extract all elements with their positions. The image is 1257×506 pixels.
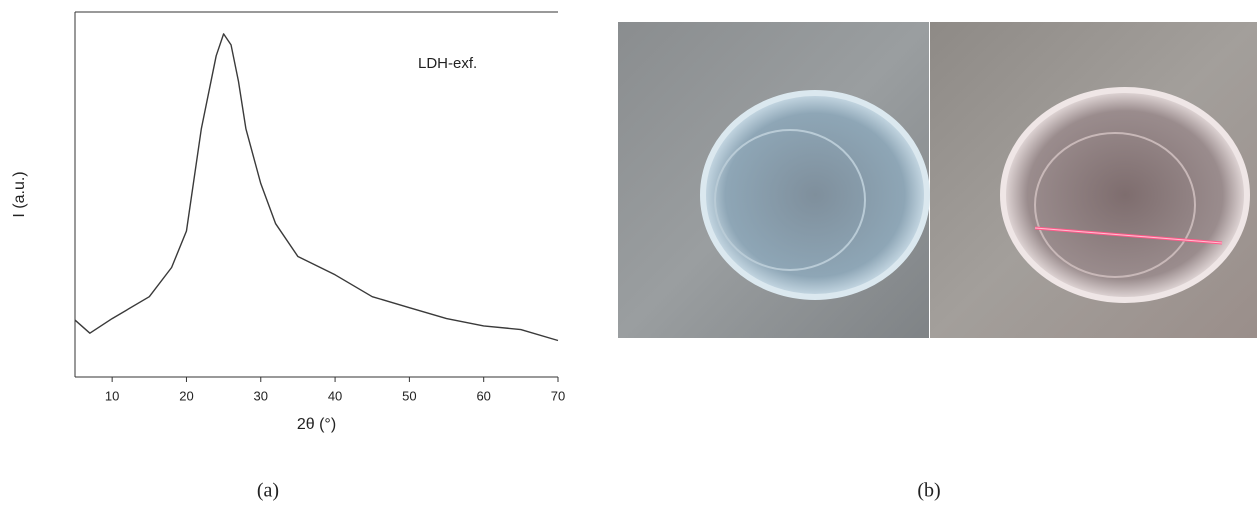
x-tick-label: 40 — [328, 388, 342, 403]
x-tick-label: 30 — [254, 388, 268, 403]
beaker — [1000, 87, 1250, 303]
x-tick-label: 70 — [551, 388, 565, 403]
beaker-inner — [1034, 132, 1196, 278]
series-label: LDH-exf. — [418, 55, 477, 72]
x-tick-label: 50 — [402, 388, 416, 403]
x-tick-label: 20 — [179, 388, 193, 403]
caption-b: (b) — [917, 480, 940, 502]
x-tick-label: 10 — [105, 388, 119, 403]
laser-beam-core — [1034, 227, 1223, 244]
caption-a: (a) — [257, 480, 279, 502]
beaker-inner — [714, 129, 866, 271]
y-axis-label: I (a.u.) — [11, 171, 28, 217]
x-tick-label: 60 — [476, 388, 490, 403]
beaker — [700, 90, 930, 300]
data-line — [74, 33, 559, 342]
x-axis-label: 2θ (°) — [297, 416, 336, 433]
